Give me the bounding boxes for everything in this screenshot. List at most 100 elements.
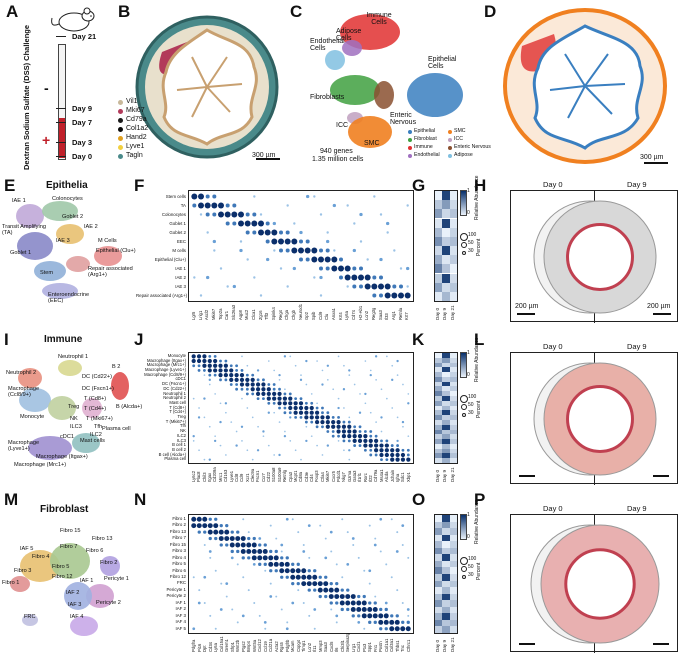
panel-j-dot [272,401,276,405]
panel-j-dot [353,444,357,447]
scale-text-right: 200 µm [647,303,671,310]
heat-cell [435,587,443,594]
panel-j-dot [369,373,372,377]
legend-item: Hand2 [118,134,178,143]
heat-cell [449,405,457,411]
panel-j-dot [402,383,404,386]
panel-n-dot [394,626,400,632]
panel-j-dot [321,425,324,429]
heat-cell [442,429,450,435]
panel-n-dot [251,555,257,561]
panel-n-dot [240,542,246,548]
panel-j-dot [337,434,340,438]
heat-cell [435,396,443,401]
panel-letter-e: E [4,176,16,195]
panel-e-cluster-label: IAE 2 [84,224,98,230]
panel-n-dot [263,543,267,547]
panel-n-dot [313,608,317,611]
panel-j-dot [357,434,363,439]
panel-n-col-label: Ly6a [213,643,218,652]
panel-j-col-label: Cd8a [298,471,304,482]
panel-n-dot [401,524,405,528]
panel-j-dot [352,434,357,439]
panel-j-dot [239,373,245,378]
heat-scale-min: 0 [467,210,470,216]
panel-n-dot [312,574,318,580]
heat-cell [449,593,457,601]
panel-f-dot [273,249,276,252]
heat-cell [442,264,450,274]
panel-j-col-label: Cd209a [212,467,218,482]
heat-cell [449,419,457,425]
panel-f-col-label: Clu [324,313,330,320]
panel-f-col-label: Chgb [291,309,296,320]
panel-j-dot [229,373,234,378]
panel-f-dot [332,203,336,208]
panel-f-col-label: Saa3 [377,310,383,320]
size-circle [461,250,467,256]
panel-j-dot [191,354,196,359]
panel-e-cluster-label: Stem [40,270,54,276]
panel-n-col-label: Ccl21a [268,638,273,652]
timeline-tick [56,142,66,143]
panel-n-col-label: Col3a1 [389,638,394,652]
legend-label: Tagln [126,152,143,159]
panel-j-dot [245,377,250,382]
panel-j-dot [283,406,287,410]
panel-j-dot [240,425,244,428]
panel-j-dot [391,378,394,381]
panel-j-dot [343,407,345,409]
heat-cell [435,453,443,459]
panel-f-dot [372,293,377,298]
panel-j-dot [293,401,298,406]
panel-letter-m: M [4,490,19,509]
panel-f-dot [266,257,270,262]
panel-n-dot [297,589,300,592]
panel-n-dot [406,608,410,611]
panel-j-dot [353,383,356,386]
panel-n-dot [252,562,256,566]
panel-f-dot [272,221,276,226]
panel-f-dot [206,231,209,234]
heat-cell [449,273,457,283]
panel-j-dot [300,458,302,461]
panel-n-dot [390,518,393,521]
heat-cell [442,357,450,363]
panel-j-dot [321,383,324,386]
panel-j-dot [213,373,217,377]
panel-letter-a: A [6,2,19,21]
heat-cell [442,419,450,425]
panel-j-dot [379,448,384,453]
panel-n-dot [225,595,228,598]
panel-j-col-label: Ccr7 [260,473,266,482]
legend-swatch [118,118,123,123]
panel-j-dot [294,397,298,401]
panel-j-dot [299,415,303,419]
heat-cell [435,580,443,588]
timeline-day-label: Day 9 [72,104,93,113]
panel-j-dot [363,430,367,433]
panel-j-dot [218,373,223,378]
heat-cell [435,574,443,581]
legend-label: Endothelial [414,152,440,158]
panel-n-dot [339,594,345,600]
panel-n-dot [280,543,284,547]
panel-j-dot [374,438,379,443]
heat-cell [442,236,450,246]
legend-item: Mki67 [118,107,178,116]
heat-cell [442,458,450,463]
heat-cell [442,376,450,382]
panel-n-dot [384,627,388,631]
panel-n-dot [361,606,367,612]
panel-n-dot [383,613,389,619]
panel-n-dot [390,614,394,618]
panel-i-title: Immune [44,334,83,345]
panel-f-dot [298,247,304,254]
panel-n-dot [291,518,294,521]
panel-f-row-label: Stem cells [165,194,186,199]
heat-cell [449,434,457,440]
panel-f-dot [258,229,264,236]
heat-cell [435,353,443,358]
heat-cell [449,372,457,377]
panel-j-dot [251,392,255,396]
